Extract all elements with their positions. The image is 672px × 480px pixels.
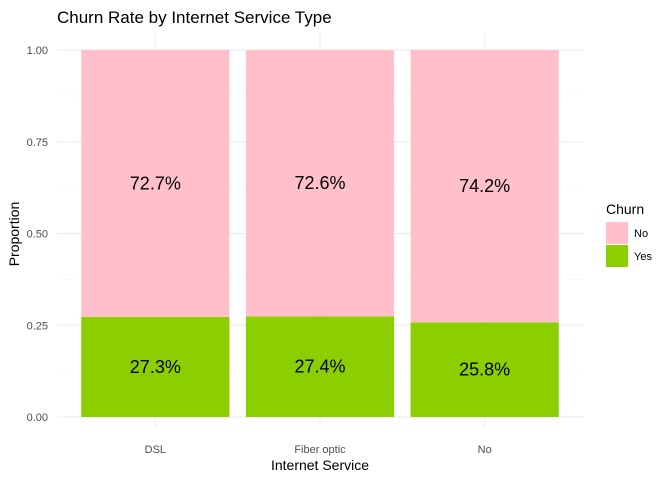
x-tick-label: DSL: [145, 444, 166, 456]
bar-yes-1: [245, 316, 395, 417]
bar-label: 25.8%: [459, 360, 510, 380]
x-tick-label: Fiber optic: [294, 444, 346, 456]
x-axis-title: Internet Service: [271, 457, 369, 473]
y-tick-label: 1.00: [27, 45, 48, 57]
x-axis-ticks: DSL Fiber optic No: [145, 444, 492, 456]
bar-label: 27.3%: [130, 357, 181, 377]
bar-no-2: [410, 50, 559, 323]
bar-no-1: [245, 50, 395, 317]
legend-key-no: [606, 222, 628, 244]
bar-label: 27.4%: [294, 357, 345, 377]
legend-label: No: [634, 228, 648, 240]
y-tick-label: 0.25: [27, 320, 48, 332]
bar-label: 74.2%: [459, 176, 510, 196]
bar-yes-2: [410, 322, 559, 417]
y-axis-ticks: 0.00 0.25 0.50 0.75 1.00: [27, 45, 48, 424]
chart-title: Churn Rate by Internet Service Type: [57, 8, 332, 27]
y-tick-label: 0.75: [27, 137, 48, 149]
bars: [81, 50, 559, 417]
bar-label: 72.7%: [130, 173, 181, 193]
legend-key-yes: [606, 245, 628, 267]
legend-title: Churn: [606, 201, 644, 217]
y-tick-label: 0.50: [27, 229, 48, 241]
legend-label: Yes: [634, 251, 652, 263]
bar-labels: 27.3% 72.7% 27.4% 72.6% 25.8% 74.2%: [130, 173, 510, 379]
bar-no-0: [81, 50, 230, 317]
x-tick-label: No: [478, 444, 492, 456]
y-tick-label: 0.00: [27, 412, 48, 424]
bar-yes-0: [81, 316, 230, 417]
legend: Churn No Yes: [606, 201, 652, 267]
y-axis-title: Proportion: [6, 202, 22, 267]
bar-label: 72.6%: [294, 173, 345, 193]
